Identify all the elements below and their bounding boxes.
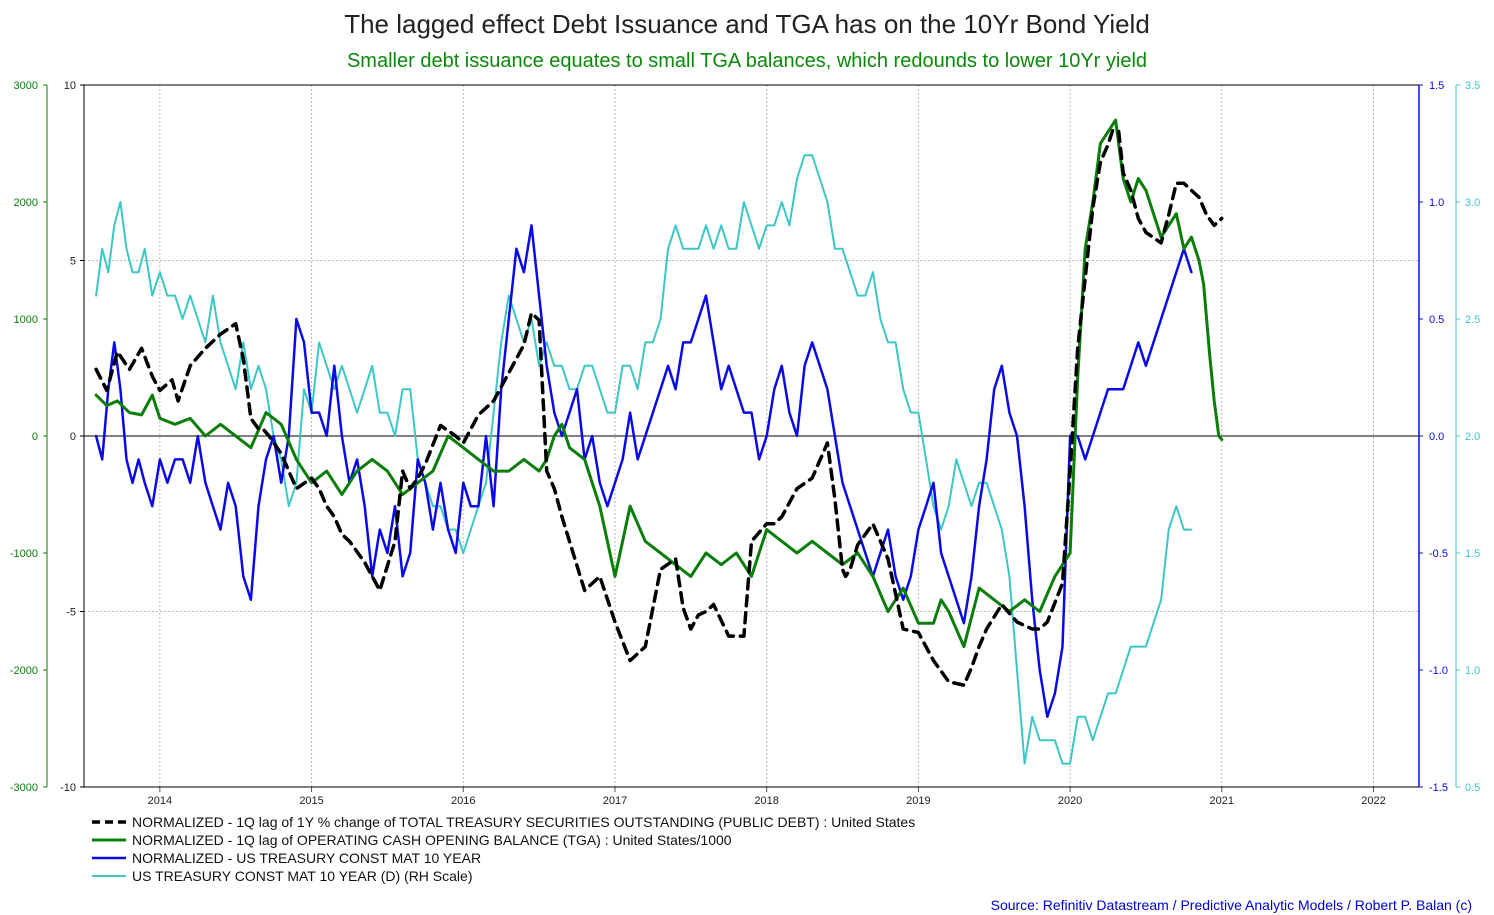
far-left-tick-label: -2000 — [10, 665, 38, 677]
legend-label: NORMALIZED - 1Q lag of OPERATING CASH OP… — [132, 832, 732, 848]
right-outer-tick-label: 2.5 — [1465, 314, 1480, 326]
left-tick-label: 0 — [70, 431, 76, 443]
right-inner-tick-label: 1.0 — [1429, 197, 1444, 209]
right-inner-tick-label: 0.0 — [1429, 431, 1444, 443]
x-tick-label: 2021 — [1210, 795, 1234, 807]
left-tick-label: 10 — [64, 80, 76, 92]
right-outer-tick-label: 3.5 — [1465, 80, 1480, 92]
right-inner-tick-label: 0.5 — [1429, 314, 1444, 326]
x-tick-label: 2018 — [754, 795, 778, 807]
x-tick-label: 2016 — [451, 795, 475, 807]
far-left-tick-label: 2000 — [14, 197, 38, 209]
x-tick-label: 2015 — [299, 795, 323, 807]
left-tick-label: -5 — [66, 607, 76, 619]
grid — [84, 85, 1419, 787]
far-left-tick-label: -3000 — [10, 782, 38, 794]
x-tick-label: 2014 — [148, 795, 172, 807]
right-inner-tick-label: 1.5 — [1429, 80, 1444, 92]
series-line-yield-normalized — [94, 224, 1193, 719]
source-note: Source: Refinitiv Datastream / Predictiv… — [991, 897, 1472, 913]
series-layer — [94, 118, 1224, 765]
legend-label: NORMALIZED - US TREASURY CONST MAT 10 YE… — [132, 850, 481, 866]
chart-subtitle: Smaller debt issuance equates to small T… — [347, 50, 1147, 72]
x-tick-label: 2022 — [1361, 795, 1385, 807]
series-line-yield — [95, 154, 1193, 765]
left-tick-label: -10 — [60, 782, 76, 794]
legend-label: NORMALIZED - 1Q lag of 1Y % change of TO… — [132, 814, 915, 830]
far-left-tick-label: -1000 — [10, 548, 38, 560]
axes: 2014 2015 2016 2017 2018 2019 2020 2021 2022 3000… — [10, 80, 1480, 807]
right-outer-tick-label: 0.5 — [1465, 782, 1480, 794]
far-left-tick-label: 0 — [32, 431, 38, 443]
chart-title: The lagged effect Debt Issuance and TGA … — [344, 9, 1150, 39]
x-tick-label: 2019 — [906, 795, 930, 807]
left-tick-label: 5 — [70, 256, 76, 268]
right-outer-tick-label: 3.0 — [1465, 197, 1480, 209]
legend: NORMALIZED - 1Q lag of 1Y % change of TO… — [92, 814, 915, 884]
legend-label: US TREASURY CONST MAT 10 YEAR (D) (RH Sc… — [132, 868, 473, 884]
right-outer-tick-label: 1.0 — [1465, 665, 1480, 677]
right-outer-tick-label: 1.5 — [1465, 548, 1480, 560]
right-inner-tick-label: -1.5 — [1429, 782, 1448, 794]
series-line-debt — [94, 128, 1224, 687]
right-inner-tick-label: -1.0 — [1429, 665, 1448, 677]
x-tick-label: 2020 — [1058, 795, 1082, 807]
x-tick-label: 2017 — [603, 795, 627, 807]
right-outer-tick-label: 2.0 — [1465, 431, 1480, 443]
right-inner-tick-label: -0.5 — [1429, 548, 1448, 560]
far-left-tick-label: 3000 — [14, 80, 38, 92]
far-left-tick-label: 1000 — [14, 314, 38, 326]
